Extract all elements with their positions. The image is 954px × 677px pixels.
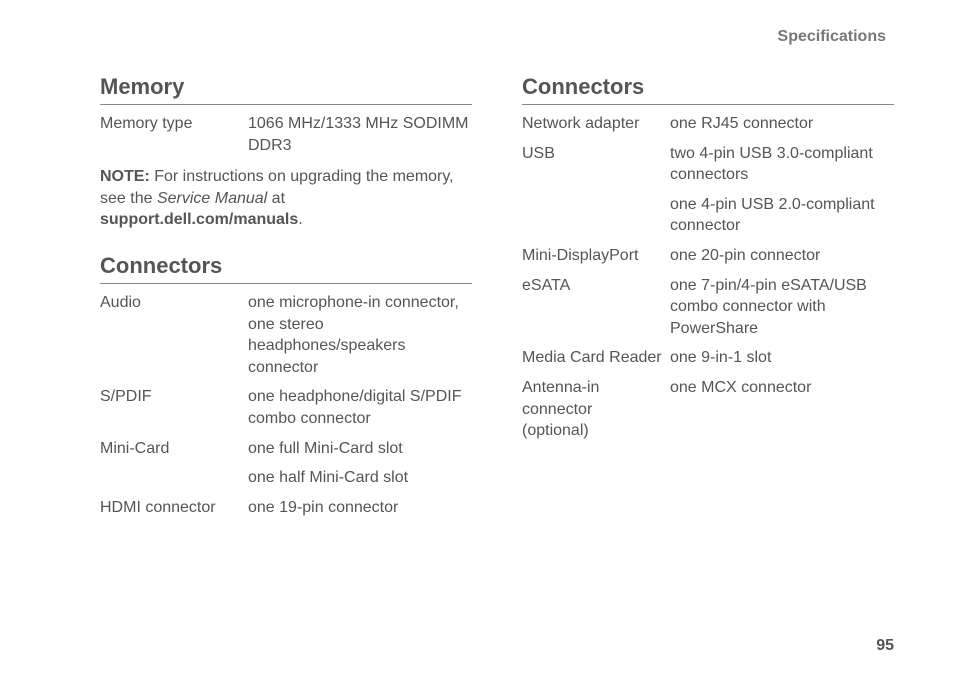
note-italic: Service Manual xyxy=(157,190,267,207)
spec-label: Network adapter xyxy=(522,113,670,135)
spec-label: S/PDIF xyxy=(100,386,248,429)
spec-row: Memory type 1066 MHz/1333 MHz SODIMM DDR… xyxy=(100,113,472,156)
spec-value: one 20-pin connector xyxy=(670,245,894,267)
spec-value: one 19-pin connector xyxy=(248,497,472,519)
note-link: support.dell.com/manuals xyxy=(100,211,298,228)
spec-value-line: one full Mini-Card slot xyxy=(248,438,472,460)
spec-value: one full Mini-Card slot one half Mini-Ca… xyxy=(248,438,472,489)
page-header: Specifications xyxy=(100,28,894,46)
spec-value-line: one 4-pin USB 2.0-compliant connector xyxy=(670,194,894,237)
spec-label: HDMI connector xyxy=(100,497,248,519)
spec-value-line: two 4-pin USB 3.0-compliant connectors xyxy=(670,143,894,186)
connectors-heading-right: Connectors xyxy=(522,74,894,105)
spec-value: one MCX connector xyxy=(670,377,894,442)
page-number: 95 xyxy=(876,637,894,655)
spec-row: Network adapter one RJ45 connector xyxy=(522,113,894,135)
spec-label: Mini-DisplayPort xyxy=(522,245,670,267)
spec-value-line: one half Mini-Card slot xyxy=(248,467,472,489)
connectors-heading-left: Connectors xyxy=(100,253,472,284)
spec-row: Mini-DisplayPort one 20-pin connector xyxy=(522,245,894,267)
spec-label: Mini-Card xyxy=(100,438,248,489)
spec-row: Antenna-in connector (optional) one MCX … xyxy=(522,377,894,442)
spec-label: eSATA xyxy=(522,275,670,340)
spec-row: Mini-Card one full Mini-Card slot one ha… xyxy=(100,438,472,489)
spec-label: Media Card Reader xyxy=(522,347,670,369)
spec-label: Antenna-in connector (optional) xyxy=(522,377,670,442)
memory-heading: Memory xyxy=(100,74,472,105)
spec-value: one 7-pin/4-pin eSATA/USB combo connecto… xyxy=(670,275,894,340)
spec-value: 1066 MHz/1333 MHz SODIMM DDR3 xyxy=(248,113,472,156)
spec-page: Specifications Memory Memory type 1066 M… xyxy=(0,0,954,677)
spec-row: eSATA one 7-pin/4-pin eSATA/USB combo co… xyxy=(522,275,894,340)
spec-row: HDMI connector one 19-pin connector xyxy=(100,497,472,519)
spec-value: one headphone/digital S/PDIF combo conne… xyxy=(248,386,472,429)
spec-value: one 9-in-1 slot xyxy=(670,347,894,369)
right-column: Connectors Network adapter one RJ45 conn… xyxy=(522,74,894,518)
spec-label: Audio xyxy=(100,292,248,378)
memory-note: NOTE: For instructions on upgrading the … xyxy=(100,166,472,231)
spec-row: Media Card Reader one 9-in-1 slot xyxy=(522,347,894,369)
left-column: Memory Memory type 1066 MHz/1333 MHz SOD… xyxy=(100,74,472,518)
spec-row: USB two 4-pin USB 3.0-compliant connecto… xyxy=(522,143,894,237)
spec-row: S/PDIF one headphone/digital S/PDIF comb… xyxy=(100,386,472,429)
note-prefix: NOTE: xyxy=(100,168,150,185)
spec-row: Audio one microphone-in connector, one s… xyxy=(100,292,472,378)
note-text: at xyxy=(267,190,285,207)
spec-value: one RJ45 connector xyxy=(670,113,894,135)
spec-label: Memory type xyxy=(100,113,248,156)
spec-value: one microphone-in connector, one stereo … xyxy=(248,292,472,378)
note-suffix: . xyxy=(298,211,302,228)
spec-label: USB xyxy=(522,143,670,237)
spec-value: two 4-pin USB 3.0-compliant connectors o… xyxy=(670,143,894,237)
two-column-layout: Memory Memory type 1066 MHz/1333 MHz SOD… xyxy=(100,74,894,518)
